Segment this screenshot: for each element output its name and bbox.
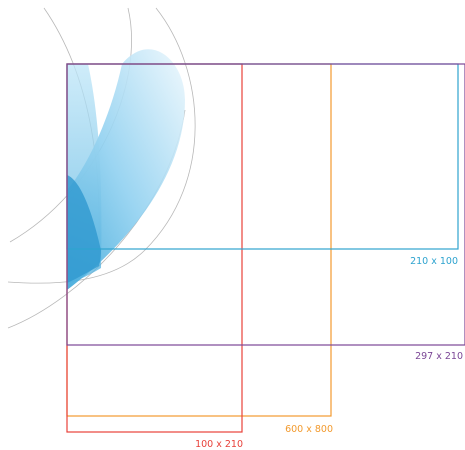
format-rectangles [66, 63, 465, 433]
arc-line [7, 7, 196, 284]
label-297x210: 297 x 210 [415, 351, 463, 362]
label-210x100: 210 x 100 [410, 256, 458, 267]
format-rect-297x210 [66, 63, 465, 346]
swoosh-graphic [67, 49, 185, 290]
label-100x210: 100 x 210 [195, 439, 243, 450]
label-600x800: 600 x 800 [285, 424, 333, 435]
swoosh-overlap [67, 175, 101, 283]
